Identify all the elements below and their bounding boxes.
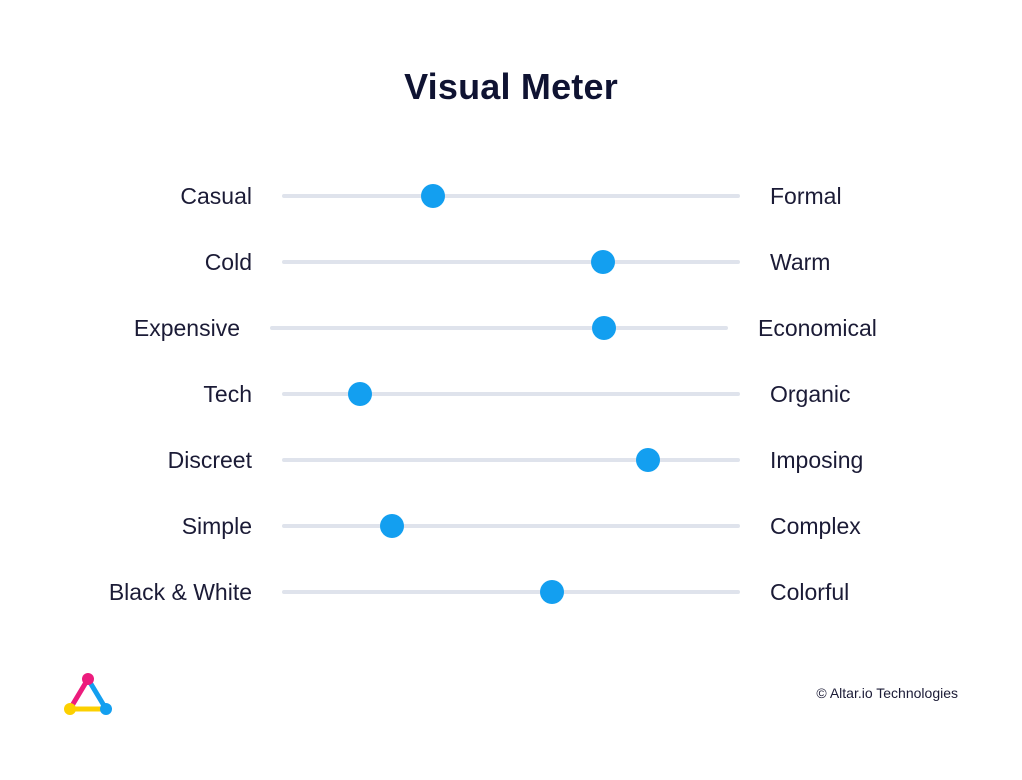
meter-right-label: Warm [770,249,831,275]
triangle-logo-icon [60,668,116,720]
meter-track[interactable] [282,194,740,198]
meter-track[interactable] [282,260,740,264]
meter-left-label: Discreet [167,447,252,473]
meter-left-label: Simple [181,513,252,539]
meter-row-tech-organic: Tech Organic [0,374,1022,414]
meter-right-label: Complex [770,513,861,539]
meter-row-blackwhite-colorful: Black & White Colorful [0,572,1022,612]
meter-left-label: Casual [180,183,252,209]
meter-thumb[interactable] [592,316,617,340]
meter-right-label: Organic [770,381,851,407]
page-title: Visual Meter [404,66,618,107]
meter-thumb[interactable] [379,514,404,538]
meter-track[interactable] [282,590,740,594]
meter-left-label: Expensive [133,315,240,341]
meter-left-label: Tech [203,381,252,407]
meter-right-label: Formal [770,183,842,209]
meter-thumb[interactable] [636,448,661,472]
meter-track[interactable] [282,524,740,528]
meter-row-expensive-economical: Expensive Economical [0,308,1022,348]
meter-left-label: Black & White [108,579,252,605]
meter-thumb[interactable] [540,580,565,604]
meter-right-label: Colorful [770,579,850,605]
meter-row-cold-warm: Cold Warm [0,242,1022,282]
meter-row-discreet-imposing: Discreet Imposing [0,440,1022,480]
meter-thumb[interactable] [347,382,372,406]
triangle-logo-svg [64,673,112,715]
meter-row-casual-formal: Casual Formal [0,176,1022,216]
copyright-text: © Altar.io Technologies [816,685,958,701]
meter-thumb[interactable] [590,250,615,274]
meter-track[interactable] [270,326,728,330]
meter-thumb[interactable] [421,184,446,208]
meter-right-label: Imposing [770,447,864,473]
meter-left-label: Cold [204,249,252,275]
meter-track[interactable] [282,392,740,396]
meter-track[interactable] [282,458,740,462]
meter-right-label: Economical [758,315,877,341]
meter-row-simple-complex: Simple Complex [0,506,1022,546]
